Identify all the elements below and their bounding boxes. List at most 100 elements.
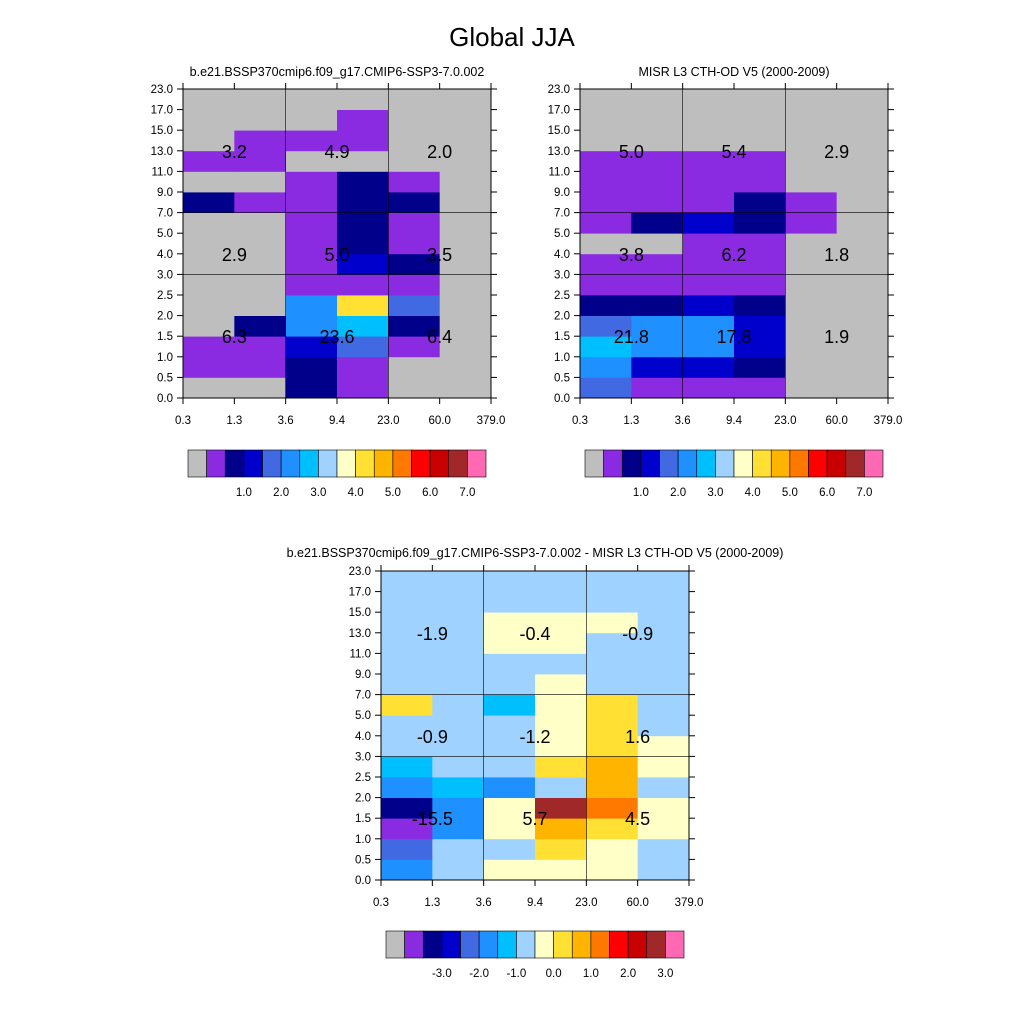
heatmap-cell — [734, 274, 786, 296]
heatmap-cell — [682, 233, 735, 255]
heatmap-cell — [785, 192, 838, 213]
heatmap-cell — [439, 192, 492, 213]
heatmap-cell — [682, 295, 735, 316]
colorbar-label: 4.0 — [745, 487, 761, 499]
heatmap-cell — [388, 130, 441, 152]
cell-annotation: 21.8 — [614, 327, 649, 347]
colorbar-swatch — [392, 449, 412, 478]
heatmap-panel-2: MISR L3 CTH-OD V5 (2000-2009)0.00.51.01.… — [548, 65, 903, 499]
y-tick-label: 0.5 — [554, 372, 570, 384]
heatmap-cell — [836, 356, 889, 378]
heatmap-cell — [535, 674, 587, 695]
heatmap-cell — [836, 150, 889, 172]
cell-annotation: -0.9 — [622, 624, 653, 644]
heatmap-cell — [836, 212, 889, 234]
x-tick-label: 9.4 — [329, 415, 346, 427]
heatmap-cell — [586, 838, 639, 860]
heatmap-cell — [836, 192, 889, 213]
cell-annotation: -0.4 — [519, 624, 550, 644]
colorbar-swatch — [603, 449, 623, 478]
colorbar-label: 2.0 — [670, 487, 686, 499]
heatmap-cell — [388, 192, 441, 213]
heatmap-cell — [483, 571, 536, 592]
y-tick-label: 13.0 — [548, 146, 570, 158]
heatmap-cell — [586, 735, 639, 757]
y-tick-label: 2.0 — [157, 311, 173, 323]
heatmap-cell — [337, 336, 389, 358]
colorbar-label: 1.0 — [633, 487, 649, 499]
colorbar-swatch — [659, 449, 679, 478]
heatmap-cell — [535, 715, 587, 737]
y-tick-label: 1.5 — [157, 331, 173, 343]
heatmap-cell — [183, 109, 235, 131]
cell-annotation: 1.6 — [625, 727, 650, 747]
colorbar-swatch — [516, 930, 536, 959]
colorbar-label: 2.0 — [620, 968, 636, 980]
colorbar-label: 7.0 — [856, 487, 872, 499]
heatmap-cell — [682, 336, 735, 358]
heatmap-cell — [836, 130, 889, 152]
heatmap-cell — [234, 336, 287, 358]
colorbar-swatch — [621, 449, 642, 478]
heatmap-cell — [234, 253, 287, 275]
heatmap-cell — [337, 356, 389, 378]
colorbar-swatch — [609, 930, 629, 959]
heatmap-cell — [432, 777, 485, 798]
x-tick-label: 9.4 — [527, 897, 544, 909]
heatmap-cell — [381, 591, 433, 613]
heatmap-cell — [388, 356, 441, 378]
heatmap-cell — [836, 89, 889, 110]
heatmap-cell — [682, 253, 735, 275]
heatmap-cell — [234, 356, 287, 378]
heatmap-cell — [836, 274, 889, 296]
colorbar-label: 5.0 — [782, 487, 798, 499]
colorbar-swatch — [590, 930, 610, 959]
heatmap-cell — [734, 192, 786, 213]
heatmap-cell — [631, 233, 684, 255]
colorbar-swatch — [752, 449, 772, 478]
y-tick-label: 2.0 — [355, 793, 371, 805]
heatmap-cell — [535, 797, 587, 819]
heatmap-cell — [586, 694, 639, 716]
heatmap-cell — [586, 756, 639, 778]
heatmap-cell — [183, 89, 235, 110]
colorbar-swatch — [497, 930, 517, 959]
heatmap-cell — [285, 192, 338, 213]
heatmap-cell — [785, 356, 838, 378]
heatmap-cell — [734, 356, 786, 378]
heatmap-cell — [337, 377, 389, 399]
heatmap-cell — [381, 756, 433, 778]
heatmap-cell — [381, 653, 433, 675]
cell-annotation: 6.2 — [721, 245, 746, 265]
y-tick-label: 17.0 — [151, 105, 173, 117]
y-tick-label: 4.0 — [157, 249, 173, 261]
cell-annotation: -15.5 — [412, 809, 453, 829]
y-tick-label: 3.0 — [554, 269, 570, 281]
x-tick-label: 379.0 — [477, 415, 506, 427]
heatmap-cell — [234, 171, 287, 193]
y-tick-label: 0.5 — [355, 854, 371, 866]
heatmap-cell — [637, 818, 690, 840]
cell-annotation: 6.3 — [222, 327, 247, 347]
y-tick-label: 1.0 — [355, 834, 371, 846]
heatmap-cell — [682, 192, 735, 213]
heatmap-cell — [432, 838, 485, 860]
heatmap-cell — [388, 253, 441, 275]
colorbar-swatch — [429, 449, 450, 478]
heatmap-cell — [432, 735, 485, 757]
heatmap-cell — [483, 591, 536, 613]
heatmap-cell — [234, 377, 287, 399]
heatmap-cell — [586, 632, 639, 654]
colorbar-swatch — [845, 449, 865, 478]
heatmap-cell — [381, 674, 433, 695]
y-tick-label: 2.0 — [554, 311, 570, 323]
heatmap-cell — [381, 859, 433, 881]
heatmap-cell — [381, 715, 433, 737]
cell-annotation: -1.2 — [519, 727, 550, 747]
colorbar-swatch — [441, 930, 461, 959]
heatmap-cell — [836, 295, 889, 316]
colorbar-swatch — [385, 930, 405, 959]
cell-annotation: 4.9 — [324, 142, 349, 162]
heatmap-cell — [483, 735, 536, 757]
